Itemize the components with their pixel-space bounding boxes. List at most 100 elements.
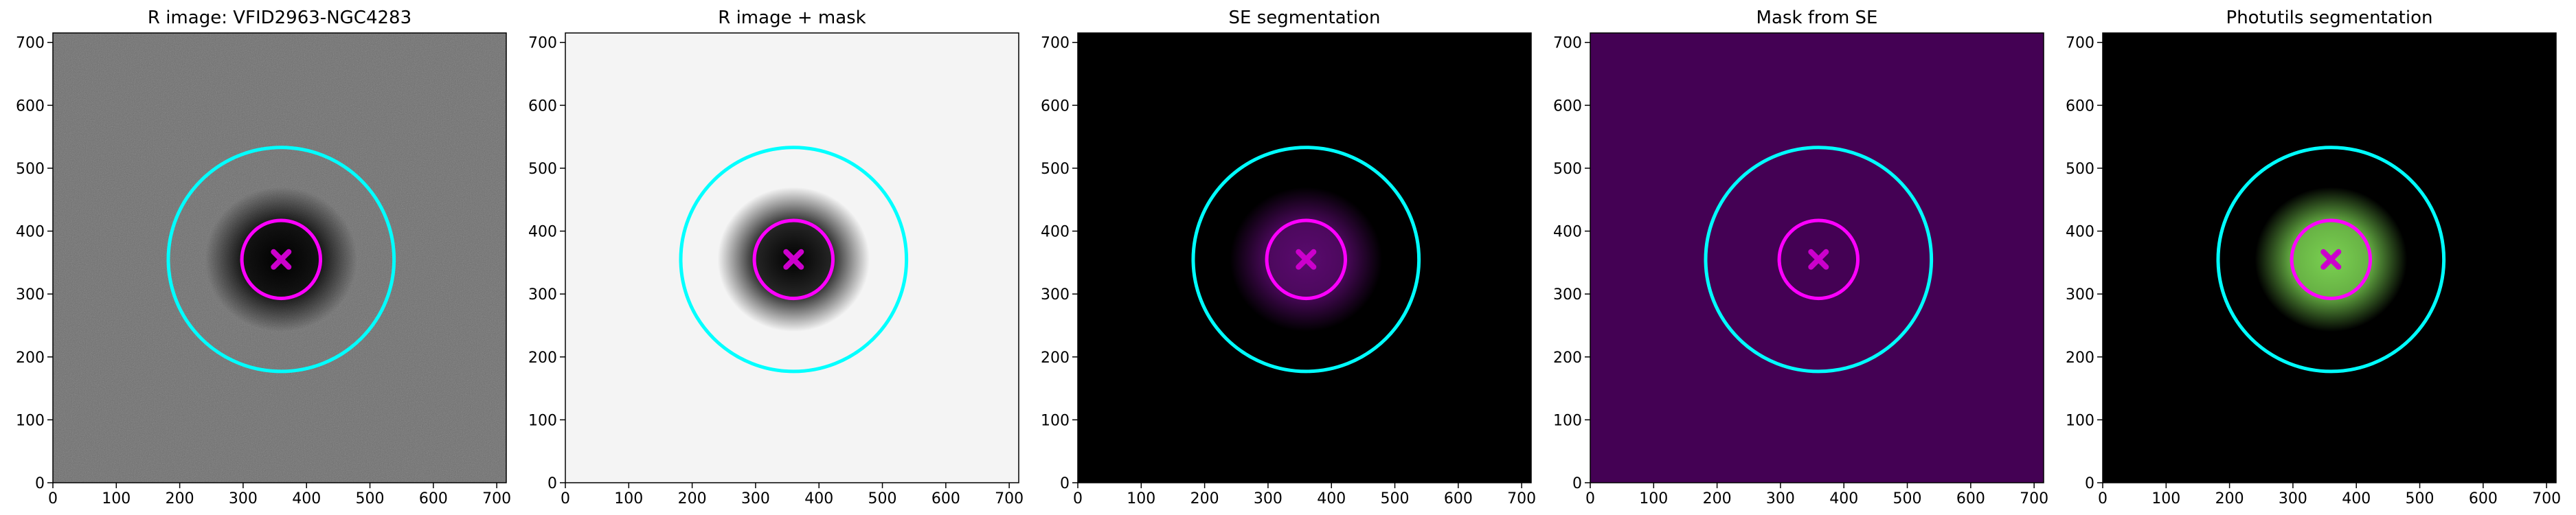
y-tick-label: 0 bbox=[1572, 475, 1582, 492]
x-tick-label: 200 bbox=[2215, 490, 2244, 507]
y-tick-label: 400 bbox=[1041, 224, 1070, 241]
x-tick-label: 200 bbox=[1703, 490, 1732, 507]
axes-frame bbox=[565, 32, 1019, 483]
panel: R image + mask 0 100 200 300 400 500 600 700 0 100… bbox=[528, 8, 1024, 507]
y-tick-label: 500 bbox=[528, 161, 557, 178]
x-tick-label: 600 bbox=[1444, 490, 1473, 507]
x-tick-label: 500 bbox=[868, 490, 897, 507]
y-tick-label: 0 bbox=[35, 475, 45, 492]
aperture bbox=[240, 218, 323, 301]
panel: SE segmentation 0 100 200 300 400 500 600 700 0 10… bbox=[1041, 8, 1536, 507]
x-tick-label: 400 bbox=[1317, 490, 1346, 507]
x-tick-label: 200 bbox=[166, 490, 194, 507]
y-tick-label: 700 bbox=[1041, 35, 1070, 52]
aperture bbox=[166, 146, 396, 374]
y-tick-label: 300 bbox=[528, 286, 557, 304]
y-tick-label: 600 bbox=[528, 98, 557, 115]
y-tick-label: 100 bbox=[528, 412, 557, 429]
x-tick-label: 0 bbox=[2098, 490, 2108, 507]
x-tick-label: 300 bbox=[741, 490, 770, 507]
aperture bbox=[2216, 146, 2446, 374]
x-tick-label: 500 bbox=[2406, 490, 2434, 507]
x-tick-label: 700 bbox=[1507, 490, 1536, 507]
x-tick-label: 100 bbox=[614, 490, 643, 507]
image bbox=[1078, 33, 1531, 483]
x-tick-label: 600 bbox=[931, 490, 960, 507]
x-tick-label: 700 bbox=[2532, 490, 2561, 507]
y-tick-label: 400 bbox=[2066, 224, 2094, 241]
aperture bbox=[1191, 146, 1421, 374]
x-tick-label: 300 bbox=[1254, 490, 1283, 507]
x-tick-label: 300 bbox=[229, 490, 258, 507]
x-tick-label: 700 bbox=[2020, 490, 2048, 507]
x-tick-label: 0 bbox=[1073, 490, 1083, 507]
x-tick-label: 700 bbox=[482, 490, 511, 507]
x-tick-label: 0 bbox=[1585, 490, 1595, 507]
y-tick-label: 700 bbox=[528, 35, 557, 52]
x-tick-label: 0 bbox=[48, 490, 58, 507]
panel: Mask from SE 0 100 200 300 400 500 600 700 0 100 20… bbox=[1553, 8, 2048, 507]
panel-title: SE segmentation bbox=[1229, 8, 1381, 28]
y-tick-label: 200 bbox=[1553, 350, 1582, 367]
y-tick-label: 600 bbox=[1553, 98, 1582, 115]
panel-title: Mask from SE bbox=[1756, 8, 1878, 28]
y-tick-label: 400 bbox=[16, 224, 45, 241]
x-tick-label: 200 bbox=[678, 490, 707, 507]
panel: Photutils segmentation 0 100 200 300 400 500 60… bbox=[2066, 8, 2561, 507]
panel: R image: VFID2963-NGC4283 0 100 200 300 400 50… bbox=[16, 8, 511, 507]
y-tick-label: 500 bbox=[16, 161, 45, 178]
y-tick-label: 100 bbox=[2066, 412, 2094, 429]
center-marker bbox=[271, 249, 292, 270]
x-tick-label: 400 bbox=[292, 490, 321, 507]
center-marker bbox=[1808, 249, 1829, 270]
y-tick-label: 600 bbox=[1041, 98, 1070, 115]
x-tick-label: 100 bbox=[1127, 490, 1155, 507]
axes-frame bbox=[52, 32, 507, 483]
y-tick-label: 100 bbox=[1041, 412, 1070, 429]
x-tick-label: 300 bbox=[1766, 490, 1795, 507]
panel-title: R image: VFID2963-NGC4283 bbox=[148, 8, 411, 28]
x-tick-label: 700 bbox=[995, 490, 1024, 507]
axes-frame bbox=[1077, 32, 1532, 483]
y-tick-label: 300 bbox=[1041, 286, 1070, 304]
x-tick-label: 500 bbox=[1381, 490, 1410, 507]
axes-frame bbox=[1590, 32, 2044, 483]
y-tick-label: 0 bbox=[547, 475, 557, 492]
y-tick-label: 200 bbox=[528, 350, 557, 367]
y-tick-label: 400 bbox=[528, 224, 557, 241]
aperture bbox=[1265, 218, 1348, 301]
center-marker bbox=[1296, 249, 1317, 270]
y-tick-label: 300 bbox=[1553, 286, 1582, 304]
x-tick-label: 300 bbox=[2279, 490, 2307, 507]
aperture bbox=[752, 218, 835, 301]
y-tick-label: 200 bbox=[1041, 350, 1070, 367]
x-tick-label: 400 bbox=[2342, 490, 2371, 507]
axes-frame bbox=[2102, 32, 2557, 483]
x-tick-label: 400 bbox=[804, 490, 833, 507]
y-tick-label: 600 bbox=[16, 98, 45, 115]
x-tick-label: 400 bbox=[1829, 490, 1858, 507]
x-tick-label: 600 bbox=[419, 490, 448, 507]
aperture bbox=[679, 146, 909, 374]
y-tick-label: 500 bbox=[2066, 161, 2094, 178]
x-tick-label: 200 bbox=[1190, 490, 1219, 507]
panel-title: Photutils segmentation bbox=[2226, 8, 2433, 28]
panel-title: R image + mask bbox=[718, 8, 866, 28]
y-tick-label: 0 bbox=[1060, 475, 1070, 492]
aperture bbox=[2290, 218, 2373, 301]
center-marker bbox=[2320, 249, 2342, 270]
center-marker bbox=[783, 249, 804, 270]
y-tick-label: 500 bbox=[1041, 161, 1070, 178]
x-tick-label: 500 bbox=[1893, 490, 1922, 507]
y-tick-label: 700 bbox=[16, 35, 45, 52]
y-tick-label: 0 bbox=[2085, 475, 2094, 492]
aperture bbox=[1704, 146, 1934, 374]
x-tick-label: 600 bbox=[2469, 490, 2498, 507]
x-tick-label: 100 bbox=[102, 490, 131, 507]
y-tick-label: 300 bbox=[16, 286, 45, 304]
aperture bbox=[1777, 218, 1860, 301]
y-tick-label: 100 bbox=[16, 412, 45, 429]
x-tick-label: 100 bbox=[1639, 490, 1668, 507]
y-tick-label: 400 bbox=[1553, 224, 1582, 241]
